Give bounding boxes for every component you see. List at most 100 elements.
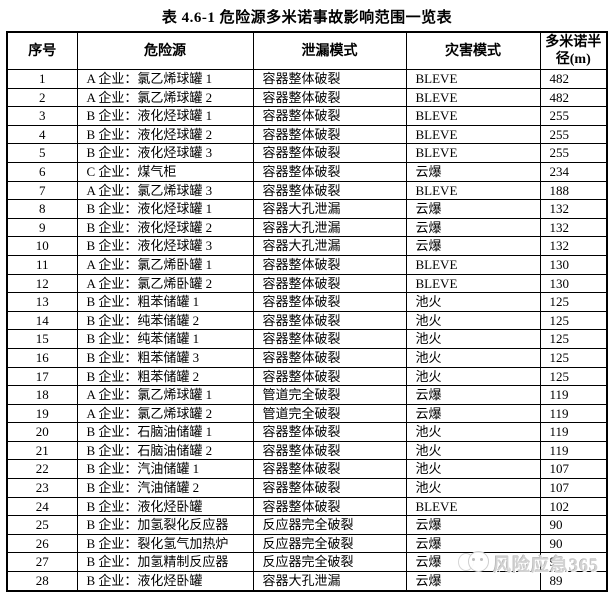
cell-leak-mode: 容器整体破裂 <box>252 69 407 89</box>
cell-leak-mode: 容器整体破裂 <box>252 106 407 126</box>
cell-leak-mode: 容器整体破裂 <box>252 366 407 387</box>
cell-leak-mode: 容器大孔泄漏 <box>252 199 407 219</box>
table-row: 11 A 企业：氯乙烯卧罐 1 容器整体破裂 BLEVE 130 <box>6 254 608 275</box>
table-row: 23 B 企业：汽油储罐 2 容器整体破裂 池火 107 <box>6 478 608 498</box>
table-row: 19 A 企业：氯乙烯球罐 2 管道完全破裂 云爆 119 <box>6 403 608 424</box>
column-header: 多米诺半径(m) <box>539 31 608 70</box>
cell-leak-mode: 容器大孔泄漏 <box>252 217 407 238</box>
table-row: 18 A 企业：氯乙烯球罐 1 管道完全破裂 云爆 119 <box>6 385 608 405</box>
cell-hazard-source: A 企业：氯乙烯卧罐 2 <box>76 273 254 294</box>
cell-disaster-mode: BLEVE <box>405 87 541 108</box>
cell-hazard-source: B 企业：液化烃球罐 3 <box>76 143 254 163</box>
table-row: 20 B 企业：石脑油储罐 1 容器整体破裂 池火 119 <box>6 422 608 442</box>
cell-disaster-mode: BLEVE <box>405 273 541 294</box>
cell-hazard-source: B 企业：纯苯储罐 1 <box>76 329 254 349</box>
table-title: 表 4.6-1 危险源多米诺事故影响范围一览表 <box>161 10 453 26</box>
cell-index: 19 <box>6 403 78 424</box>
cell-disaster-mode: BLEVE <box>405 143 541 163</box>
cell-domino-radius: 125 <box>539 329 608 349</box>
cell-disaster-mode: 云爆 <box>405 199 541 219</box>
table-row: 27 B 企业：加氢精制反应器 反应器完全破裂 云爆 90 <box>6 552 608 573</box>
cell-hazard-source: A 企业：氯乙烯卧罐 1 <box>76 254 254 275</box>
cell-hazard-source: B 企业：加氢裂化反应器 <box>76 515 254 535</box>
cell-index: 5 <box>6 143 78 163</box>
cell-index: 4 <box>6 124 78 145</box>
cell-index: 2 <box>6 87 78 108</box>
cell-hazard-source: B 企业：纯苯储罐 2 <box>76 310 254 331</box>
cell-leak-mode: 容器整体破裂 <box>252 329 407 349</box>
cell-disaster-mode: 云爆 <box>405 533 541 554</box>
cell-index: 20 <box>6 422 78 442</box>
table-row: 21 B 企业：石脑油储罐 2 容器整体破裂 池火 119 <box>6 440 608 461</box>
cell-domino-radius: 125 <box>539 366 608 387</box>
cell-index: 8 <box>6 199 78 219</box>
cell-disaster-mode: 云爆 <box>405 217 541 238</box>
cell-domino-radius: 130 <box>539 254 608 275</box>
cell-domino-radius: 90 <box>539 515 608 535</box>
cell-index: 9 <box>6 217 78 238</box>
cell-index: 26 <box>6 533 78 554</box>
cell-leak-mode: 反应器完全破裂 <box>252 552 407 573</box>
cell-domino-radius: 107 <box>539 478 608 498</box>
cell-hazard-source: B 企业：液化烃球罐 1 <box>76 199 254 219</box>
column-header: 序号 <box>6 31 78 70</box>
header-row: 序号 危险源 泄漏模式 灾害模式 多米诺半径(m) <box>6 31 608 70</box>
cell-leak-mode: 容器大孔泄漏 <box>252 571 407 592</box>
cell-disaster-mode: 池火 <box>405 292 541 312</box>
cell-hazard-source: B 企业：液化烃球罐 2 <box>76 124 254 145</box>
table-row: 17 B 企业：粗苯储罐 2 容器整体破裂 池火 125 <box>6 366 608 387</box>
cell-domino-radius: 132 <box>539 236 608 256</box>
cell-hazard-source: C 企业：煤气柜 <box>76 161 254 182</box>
cell-disaster-mode: BLEVE <box>405 254 541 275</box>
cell-disaster-mode: 池火 <box>405 310 541 331</box>
cell-hazard-source: A 企业：氯乙烯球罐 3 <box>76 180 254 201</box>
cell-domino-radius: 132 <box>539 199 608 219</box>
cell-domino-radius: 90 <box>539 552 608 573</box>
cell-index: 3 <box>6 106 78 126</box>
cell-disaster-mode: BLEVE <box>405 180 541 201</box>
cell-leak-mode: 容器整体破裂 <box>252 347 407 368</box>
cell-index: 23 <box>6 478 78 498</box>
cell-disaster-mode: 云爆 <box>405 571 541 592</box>
cell-domino-radius: 125 <box>539 347 608 368</box>
cell-domino-radius: 125 <box>539 310 608 331</box>
cell-hazard-source: B 企业：液化烃卧罐 <box>76 571 254 592</box>
cell-disaster-mode: 云爆 <box>405 552 541 573</box>
cell-hazard-source: B 企业：汽油储罐 2 <box>76 478 254 498</box>
cell-index: 11 <box>6 254 78 275</box>
cell-disaster-mode: 云爆 <box>405 236 541 256</box>
cell-leak-mode: 容器大孔泄漏 <box>252 236 407 256</box>
cell-disaster-mode: 云爆 <box>405 515 541 535</box>
column-header: 泄漏模式 <box>252 31 407 70</box>
cell-index: 18 <box>6 385 78 405</box>
cell-disaster-mode: 云爆 <box>405 403 541 424</box>
cell-hazard-source: B 企业：液化烃卧罐 <box>76 496 254 517</box>
cell-index: 13 <box>6 292 78 312</box>
table-row: 12 A 企业：氯乙烯卧罐 2 容器整体破裂 BLEVE 130 <box>6 273 608 294</box>
table-row: 26 B 企业：裂化氢气加热炉 反应器完全破裂 云爆 90 <box>6 533 608 554</box>
cell-leak-mode: 容器整体破裂 <box>252 273 407 294</box>
cell-domino-radius: 188 <box>539 180 608 201</box>
cell-domino-radius: 130 <box>539 273 608 294</box>
cell-index: 25 <box>6 515 78 535</box>
cell-index: 27 <box>6 552 78 573</box>
table-row: 13 B 企业：粗苯储罐 1 容器整体破裂 池火 125 <box>6 292 608 312</box>
cell-leak-mode: 容器整体破裂 <box>252 143 407 163</box>
table-row: 14 B 企业：纯苯储罐 2 容器整体破裂 池火 125 <box>6 310 608 331</box>
cell-domino-radius: 90 <box>539 533 608 554</box>
cell-leak-mode: 容器整体破裂 <box>252 310 407 331</box>
cell-disaster-mode: BLEVE <box>405 496 541 517</box>
cell-index: 16 <box>6 347 78 368</box>
cell-domino-radius: 255 <box>539 143 608 163</box>
cell-leak-mode: 容器整体破裂 <box>252 422 407 442</box>
cell-index: 17 <box>6 366 78 387</box>
cell-hazard-source: B 企业：石脑油储罐 2 <box>76 440 254 461</box>
cell-index: 21 <box>6 440 78 461</box>
cell-index: 1 <box>6 69 78 89</box>
cell-index: 10 <box>6 236 78 256</box>
cell-domino-radius: 125 <box>539 292 608 312</box>
table-row: 15 B 企业：纯苯储罐 1 容器整体破裂 池火 125 <box>6 329 608 349</box>
